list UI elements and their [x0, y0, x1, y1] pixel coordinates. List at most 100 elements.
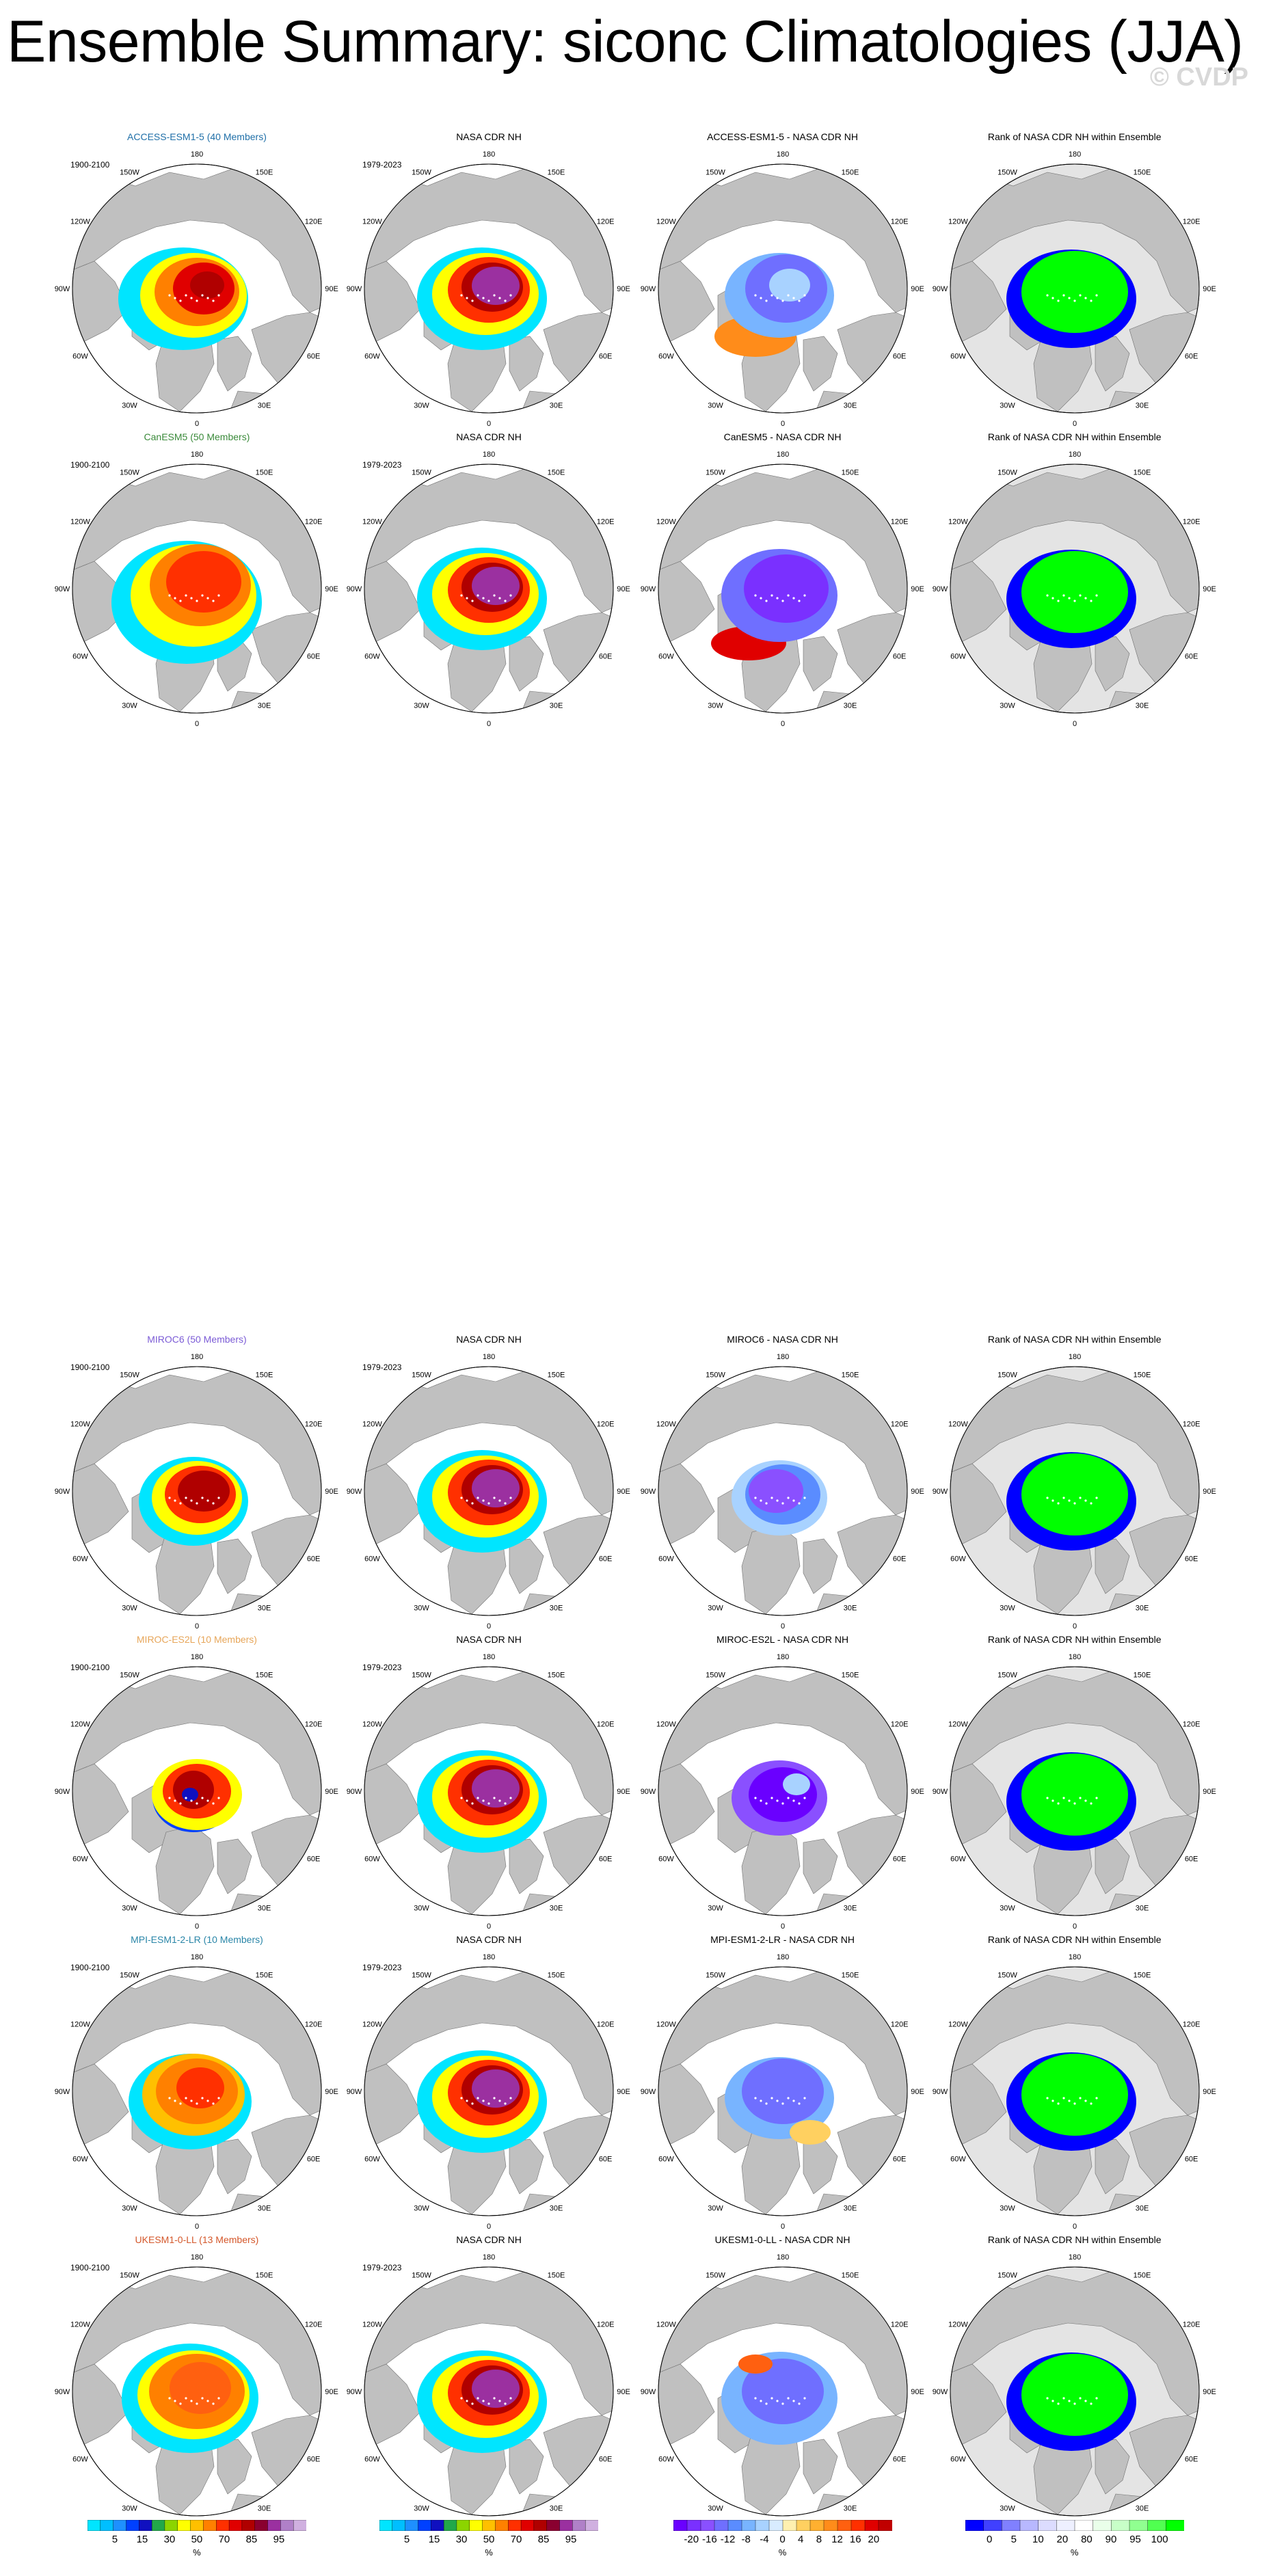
stipple-dot — [201, 594, 204, 597]
stipple-dot — [206, 1499, 209, 1502]
longitude-label: 30E — [550, 702, 563, 710]
longitude-label: 30W — [1000, 702, 1015, 710]
stipple-dot — [504, 299, 507, 302]
difference-field — [741, 2359, 824, 2425]
stipple-dot — [212, 2402, 215, 2405]
stipple-dot — [797, 299, 801, 302]
stipple-dot — [179, 2402, 182, 2405]
stipple-dot — [759, 2099, 762, 2102]
stipple-dot — [212, 600, 215, 602]
longitude-label: 90E — [911, 1488, 924, 1496]
longitude-label: 90E — [325, 285, 338, 293]
obs-panel-title: NASA CDR NH — [456, 131, 522, 142]
longitude-label: 150W — [706, 1971, 725, 1979]
stipple-dot — [792, 597, 795, 600]
longitude-label: 180 — [191, 1353, 203, 1361]
stipple-dot — [1084, 1799, 1087, 1802]
stipple-dot — [792, 1499, 795, 1502]
stipple-dot — [201, 294, 204, 297]
colorbar-swatch — [864, 2519, 879, 2531]
map-outline — [364, 1366, 614, 1616]
longitude-label: 0 — [780, 2223, 784, 2231]
stipple-dot — [185, 294, 187, 297]
obs-panel-title: NASA CDR NH — [456, 1333, 522, 1345]
longitude-label: 90W — [347, 1788, 362, 1796]
stipple-dot — [190, 297, 193, 299]
colorbar-swatch — [1038, 2519, 1057, 2531]
colorbar-swatch — [585, 2519, 599, 2531]
stipple-dot — [1051, 1799, 1054, 1802]
stipple-dot — [460, 2397, 463, 2400]
stipple-dot — [1068, 2400, 1071, 2402]
longitude-label: 120W — [656, 518, 676, 526]
colorbar-swatch — [190, 2519, 204, 2531]
stipple-dot — [1062, 2397, 1065, 2400]
colorbar-swatch — [495, 2519, 509, 2531]
stipple-dot — [1095, 1797, 1098, 1799]
stipple-dot — [1057, 2102, 1060, 2105]
obs-polar-map: 180 150E 120E 90E 60E 30E 0 30W 60W 90W 120W 150W — [347, 451, 630, 728]
model-map-panel: 180 150E 120E 90E 60E 30E 0 30W 60W 90W 120W 150W — [52, 444, 342, 737]
stipple-dot — [493, 2097, 496, 2099]
colorbar-tick-label: 95 — [565, 2533, 577, 2545]
colorbar-swatch — [418, 2519, 432, 2531]
longitude-label: 120W — [656, 2020, 676, 2028]
longitude-label: 90E — [911, 2388, 924, 2396]
stipple-dot — [1079, 2397, 1082, 2400]
longitude-label: 150W — [412, 168, 431, 176]
longitude-label: 30E — [843, 1604, 857, 1612]
longitude-label: 90E — [617, 1488, 630, 1496]
colorbar-swatch — [379, 2519, 393, 2531]
stipple-dot — [174, 2400, 176, 2402]
longitude-label: 180 — [483, 150, 495, 159]
longitude-label: 60W — [364, 1855, 380, 1863]
longitude-label: 120E — [305, 1720, 323, 1728]
stipple-dot — [1095, 2397, 1098, 2400]
stipple-dot — [498, 597, 501, 600]
stipple-dot — [460, 594, 463, 597]
longitude-label: 180 — [776, 1653, 788, 1661]
longitude-label: 60E — [892, 1555, 906, 1563]
concentration-colorbar — [87, 2519, 307, 2531]
longitude-label: 30E — [843, 2505, 857, 2513]
stipple-dot — [179, 1502, 182, 1505]
longitude-label: 120W — [948, 2020, 968, 2028]
stipple-dot — [797, 1802, 801, 1805]
stipple-dot — [753, 294, 757, 297]
land-mass — [217, 2138, 252, 2195]
longitude-label: 60W — [364, 352, 380, 360]
colorbar-wrapper — [379, 2519, 599, 2534]
longitude-label: 90W — [55, 2088, 70, 2096]
period-label: 1979-2023 — [362, 159, 402, 170]
difference-field — [741, 2058, 824, 2124]
stipple-dot — [201, 2397, 204, 2400]
colorbar-swatch — [87, 2519, 101, 2531]
colorbar-swatch — [280, 2519, 294, 2531]
longitude-label: 120E — [597, 1420, 615, 1428]
colorbar-swatch — [686, 2519, 701, 2531]
stipple-dot — [174, 1799, 176, 1802]
obs-panel-title: NASA CDR NH — [456, 2234, 522, 2246]
longitude-label: 60W — [950, 2155, 966, 2163]
difference-colorbar — [673, 2519, 893, 2531]
stipple-dot — [206, 2099, 209, 2102]
stipple-dot — [1068, 597, 1071, 600]
longitude-label: 90W — [347, 585, 362, 593]
colorbar-tick-label: 95 — [1129, 2533, 1141, 2545]
longitude-label: 120E — [597, 217, 615, 226]
stipple-dot — [753, 1497, 757, 1499]
longitude-label: 150E — [256, 168, 273, 176]
longitude-label: 30E — [550, 1604, 563, 1612]
longitude-label: 60W — [364, 2456, 380, 2464]
period-label: 1900-2100 — [70, 460, 110, 470]
colorbar-tick-label: 0 — [987, 2533, 993, 2545]
colorbar-swatch — [700, 2519, 715, 2531]
longitude-label: 90E — [911, 285, 924, 293]
stipple-dot — [764, 1502, 768, 1505]
longitude-label: 180 — [776, 1353, 788, 1361]
colorbar-tick-label: -8 — [741, 2533, 751, 2545]
model-panel-title: MIROC6 (50 Members) — [147, 1333, 247, 1345]
stipple-dot — [770, 294, 773, 297]
colorbar-tick-label: 90 — [1105, 2533, 1117, 2545]
rank-colorbar — [965, 2519, 1185, 2531]
